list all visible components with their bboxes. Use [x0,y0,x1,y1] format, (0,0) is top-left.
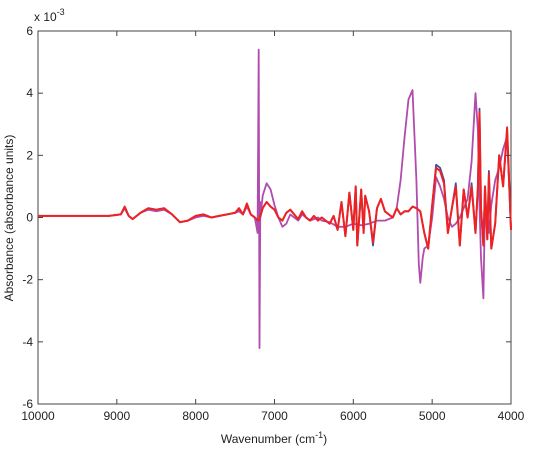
x-tick-label: 7000 [261,409,288,423]
y-tick-label: -4 [22,335,33,349]
x-tick-label: 9000 [103,409,130,423]
x-tick-label: 8000 [182,409,209,423]
x-axis-label-end: ) [323,432,327,446]
x-tick-label: 6000 [340,409,367,423]
plot-area [37,30,512,405]
series-layer [38,48,512,350]
x-axis-label: Wavenumber (cm-1) [221,430,327,446]
series-line-2 [38,48,512,350]
series-line-3 [38,110,512,250]
y-tick-label: 0 [26,211,33,225]
y-tick-label: -6 [22,397,33,411]
x-axis-label-superscript: -1 [315,430,323,440]
ticks-layer: 10000 9000 8000 7000 6000 5000 4000 6 4 2 0 -2 -4 -6 [21,24,524,423]
x-axis-label-main: Wavenumber (cm [221,432,315,446]
y-tick-label: 6 [26,24,33,38]
y-tick-label: -2 [22,273,33,287]
y-axis-label: Absorbance (absorbance units) [2,135,16,302]
y-multiplier-exponent: -3 [57,7,65,17]
y-tick-label: 4 [26,86,33,100]
x-tick-label: 5000 [419,409,446,423]
x-tick-label: 4000 [498,409,525,423]
y-tick-label: 2 [26,148,33,162]
y-multiplier-base: x 10 [34,10,57,24]
y-multiplier-label: x 10-3 [34,7,65,24]
x-tick-label: 10000 [21,409,55,423]
